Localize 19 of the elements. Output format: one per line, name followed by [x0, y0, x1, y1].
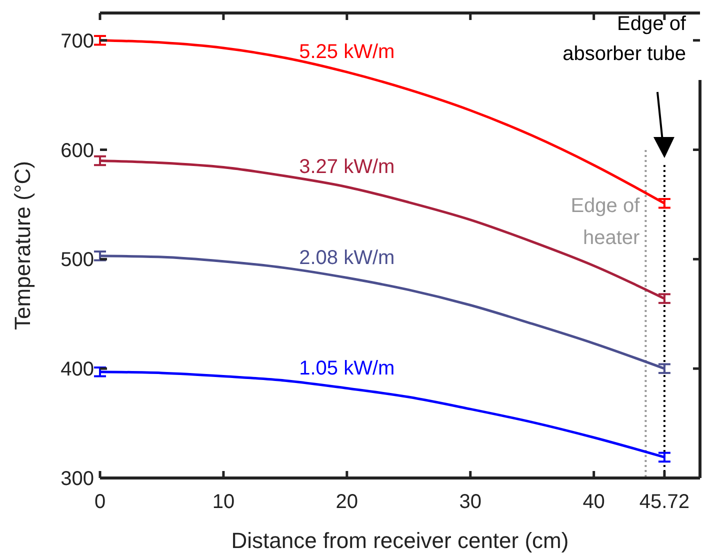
y-tick-label: 600: [60, 140, 94, 162]
series-label: 5.25 kW/m: [299, 41, 395, 64]
series-label: 3.27 kW/m: [299, 156, 395, 178]
x-tick-label: 20: [336, 491, 358, 513]
x-tick-label: 45.72: [639, 491, 690, 513]
x-tick-label: 40: [582, 491, 605, 513]
y-tick-label: 500: [60, 249, 94, 272]
y-tick-label: 400: [60, 358, 94, 381]
ref-line-label: Edge of heater: [570, 195, 640, 249]
y-tick-label: 300: [60, 468, 94, 490]
y-axis-title: Temperature (°C): [10, 161, 35, 330]
x-axis-title: Distance from receiver center (cm): [231, 528, 569, 553]
series-label: 2.08 kW/m: [299, 246, 395, 269]
ref-line-label: Edge of absorber tube: [562, 13, 686, 65]
x-tick-label: 10: [212, 491, 235, 513]
y-tick-label: 700: [60, 30, 94, 52]
series-label: 1.05 kW/m: [299, 357, 395, 380]
x-tick-label: 30: [459, 491, 482, 513]
x-tick-label: 0: [94, 491, 106, 513]
